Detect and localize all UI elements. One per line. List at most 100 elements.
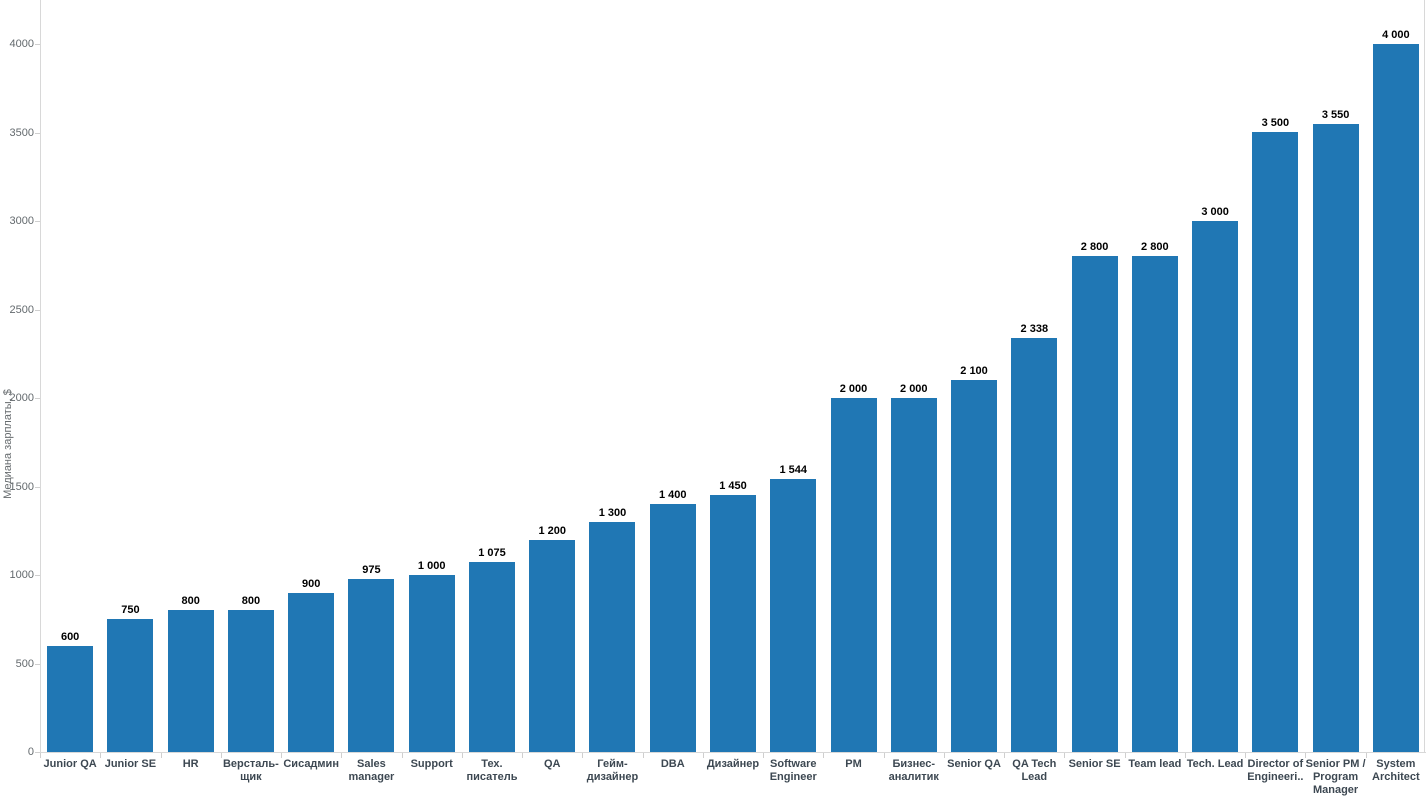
category-label: Бизнес- аналитик (888, 758, 939, 783)
y-tick-mark (35, 486, 40, 488)
y-tick-mark (35, 663, 40, 665)
x-tick-mark (642, 753, 644, 758)
y-axis-line (40, 0, 41, 753)
x-tick-mark (702, 753, 704, 758)
bar[interactable] (227, 610, 274, 752)
bar-value-label: 2 000 (839, 383, 868, 395)
x-tick-mark (100, 753, 102, 758)
bar[interactable] (1071, 256, 1118, 752)
x-tick-mark (522, 753, 524, 758)
bar-value-label: 3 550 (1321, 109, 1350, 121)
category-label: DBA (660, 758, 685, 770)
x-tick-mark (1245, 753, 1247, 758)
category-label: Director of Engineeri.. (1247, 758, 1304, 783)
x-tick-mark (1004, 753, 1006, 758)
x-axis-line (40, 752, 1426, 753)
bar[interactable] (408, 575, 455, 752)
x-tick-mark (1305, 753, 1307, 758)
bar-value-label: 1 200 (538, 525, 566, 537)
y-tick-label: 500 (15, 657, 34, 670)
bar[interactable] (770, 479, 817, 752)
bar-value-label: 2 338 (1020, 323, 1049, 335)
y-tick-mark (35, 752, 40, 753)
category-label: QA (543, 758, 561, 770)
category-label: Senior SE (1068, 758, 1121, 770)
y-tick-label: 3500 (9, 126, 34, 139)
x-tick-mark (1064, 753, 1066, 758)
bar[interactable] (1312, 124, 1359, 752)
bar[interactable] (167, 610, 214, 752)
x-tick-mark (281, 753, 283, 758)
y-axis-title: Медиана зарплаты, $ (2, 389, 14, 499)
y-tick-label: 2000 (9, 392, 34, 404)
x-tick-mark (401, 753, 403, 758)
category-label: Senior QA (947, 758, 1001, 770)
y-tick-mark (35, 398, 40, 399)
x-tick-mark (1124, 753, 1126, 758)
bar[interactable] (1252, 132, 1299, 752)
category-label: Software Engineer (769, 758, 817, 783)
category-label: Junior SE (104, 758, 157, 770)
category-label: PM (845, 758, 862, 770)
bar-value-label: 750 (121, 604, 140, 616)
bar[interactable] (1011, 338, 1058, 752)
category-label: HR (182, 758, 199, 770)
bar-value-label: 600 (60, 631, 80, 643)
bar[interactable] (1372, 44, 1419, 752)
bar-value-label: 1 400 (658, 489, 687, 501)
y-tick-label: 2500 (9, 303, 34, 316)
x-tick-mark (220, 753, 222, 758)
x-tick-mark (883, 753, 885, 758)
category-label: Дизайнер (706, 758, 760, 770)
category-label: Sales manager (348, 758, 395, 783)
bar[interactable] (348, 579, 395, 752)
y-tick-mark (35, 309, 40, 311)
y-tick-mark (35, 575, 40, 576)
bar-value-label: 1 544 (779, 464, 808, 476)
bar-value-label: 2 800 (1080, 241, 1109, 253)
category-label: Junior QA (43, 758, 97, 770)
y-tick-mark (35, 44, 40, 45)
x-tick-mark (823, 753, 825, 758)
bar-value-label: 1 000 (417, 560, 446, 572)
bar-value-label: 1 450 (719, 480, 747, 492)
bar[interactable] (529, 540, 576, 752)
bar-value-label: 800 (181, 595, 200, 607)
category-label: Тех. писатель (466, 758, 518, 783)
y-tick-label: 0 (27, 746, 34, 758)
bar-value-label: 2 800 (1141, 241, 1169, 253)
x-tick-mark (582, 753, 584, 758)
x-tick-mark (1184, 753, 1186, 758)
y-tick-label: 4000 (9, 38, 34, 50)
bar-value-label: 3 000 (1201, 206, 1229, 218)
bar[interactable] (830, 398, 877, 752)
x-tick-mark (40, 753, 41, 758)
bar[interactable] (288, 593, 335, 752)
bar[interactable] (1131, 256, 1178, 752)
category-label: Team lead (1128, 758, 1182, 770)
category-label: Support (410, 758, 453, 770)
bar[interactable] (1192, 221, 1239, 752)
bar-value-label: 3 500 (1261, 117, 1290, 129)
bar[interactable] (649, 504, 696, 752)
y-tick-mark (35, 221, 40, 222)
bar[interactable] (710, 495, 756, 752)
x-tick-mark (763, 753, 765, 758)
bar[interactable] (107, 619, 154, 752)
x-tick-mark (1365, 753, 1367, 758)
bar-value-label: 2 100 (960, 365, 988, 377)
bar-value-label: 4 000 (1382, 29, 1410, 41)
bar[interactable] (589, 522, 636, 752)
bar-value-label: 1 075 (478, 547, 506, 559)
bar[interactable] (468, 562, 515, 752)
x-tick-mark (341, 753, 343, 758)
bar[interactable] (47, 646, 94, 752)
bar[interactable] (890, 398, 937, 752)
category-label: System Architect (1372, 758, 1420, 783)
bar[interactable] (951, 380, 998, 752)
category-label: Версталь- щик (222, 758, 279, 783)
bar-value-label: 800 (241, 595, 261, 607)
category-label: Гейм- дизайнер (586, 758, 639, 783)
plot-right-border (1424, 0, 1425, 753)
